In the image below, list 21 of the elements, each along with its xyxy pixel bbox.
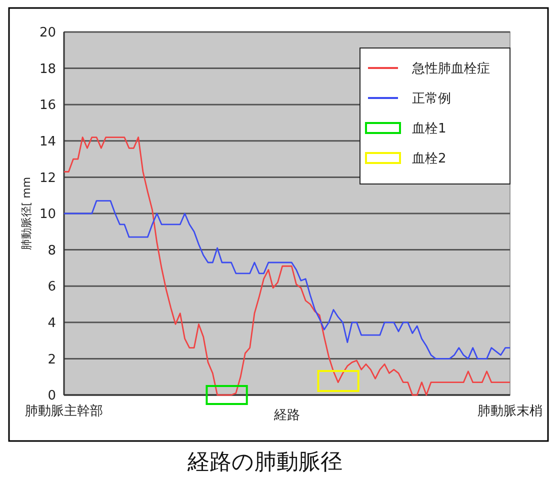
y-tick-label: 18 (39, 62, 56, 77)
legend-label: 急性肺血栓症 (411, 62, 490, 77)
y-tick-label: 8 (48, 243, 56, 258)
annotation: 血栓2 (412, 152, 446, 167)
x-axis-title: 経路 (273, 408, 300, 423)
x-tick-label: 肺動脈末梢 (478, 404, 542, 419)
legend-label: 正常例 (412, 92, 451, 107)
y-tick-label: 12 (39, 170, 56, 186)
y-tick-label: 14 (39, 134, 56, 150)
line-series (63, 200, 511, 360)
annotation: 血栓1 (412, 122, 446, 137)
x-tick-label: 肺動脈主幹部 (25, 403, 103, 419)
y-tick-label: 0 (48, 388, 56, 404)
y-tick-label: 16 (39, 98, 56, 114)
y-tick-label: 20 (39, 26, 56, 41)
y-tick-label: 10 (39, 207, 56, 222)
y-tick-label: 4 (48, 316, 56, 331)
y-axis-title: 肺動脈径[ mm (20, 176, 33, 250)
y-tick-label: 2 (48, 352, 56, 368)
y-tick-label: 6 (48, 280, 56, 295)
text: 経路の肺動脈径 (186, 450, 342, 475)
